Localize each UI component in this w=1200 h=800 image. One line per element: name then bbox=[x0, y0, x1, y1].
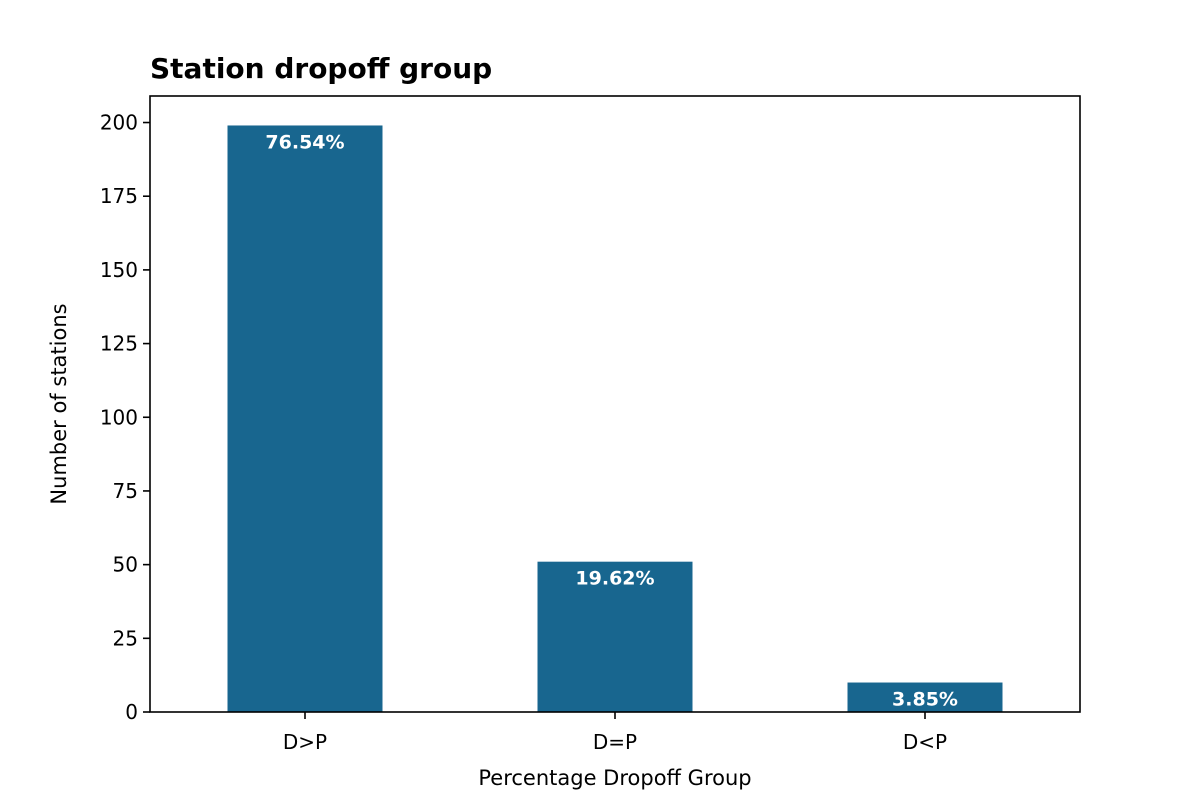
bar-data-label: 19.62% bbox=[575, 568, 654, 590]
x-tick-label: D>P bbox=[283, 730, 327, 754]
y-tick-label: 75 bbox=[113, 479, 138, 503]
chart-title: Station dropoff group bbox=[150, 52, 492, 85]
y-tick-label: 175 bbox=[100, 184, 138, 208]
y-tick-label: 150 bbox=[100, 258, 138, 282]
x-axis-label: Percentage Dropoff Group bbox=[478, 766, 751, 790]
y-axis-label: Number of stations bbox=[47, 303, 71, 504]
plot-frame bbox=[149, 95, 1081, 713]
bars-layer: 76.54% 19.62% 3.85% bbox=[227, 125, 1003, 712]
y-tick-label: 200 bbox=[100, 111, 138, 135]
bar bbox=[227, 125, 383, 712]
y-tick-label: 0 bbox=[125, 700, 138, 724]
y-tick-label: 25 bbox=[113, 626, 138, 650]
x-tick-label: D=P bbox=[593, 730, 637, 754]
y-tick-label: 125 bbox=[100, 332, 138, 356]
bar-data-label: 76.54% bbox=[265, 131, 344, 153]
y-axis: 0 25 50 75 100 125 150 175 200 bbox=[100, 111, 150, 724]
bar bbox=[847, 682, 1003, 712]
x-tick-label: D<P bbox=[903, 730, 947, 754]
y-tick-label: 100 bbox=[100, 405, 138, 429]
bar-data-label: 3.85% bbox=[892, 689, 958, 711]
bar bbox=[537, 561, 693, 712]
y-tick-label: 50 bbox=[113, 553, 138, 577]
x-axis: D>P D=P D<P bbox=[283, 712, 947, 754]
